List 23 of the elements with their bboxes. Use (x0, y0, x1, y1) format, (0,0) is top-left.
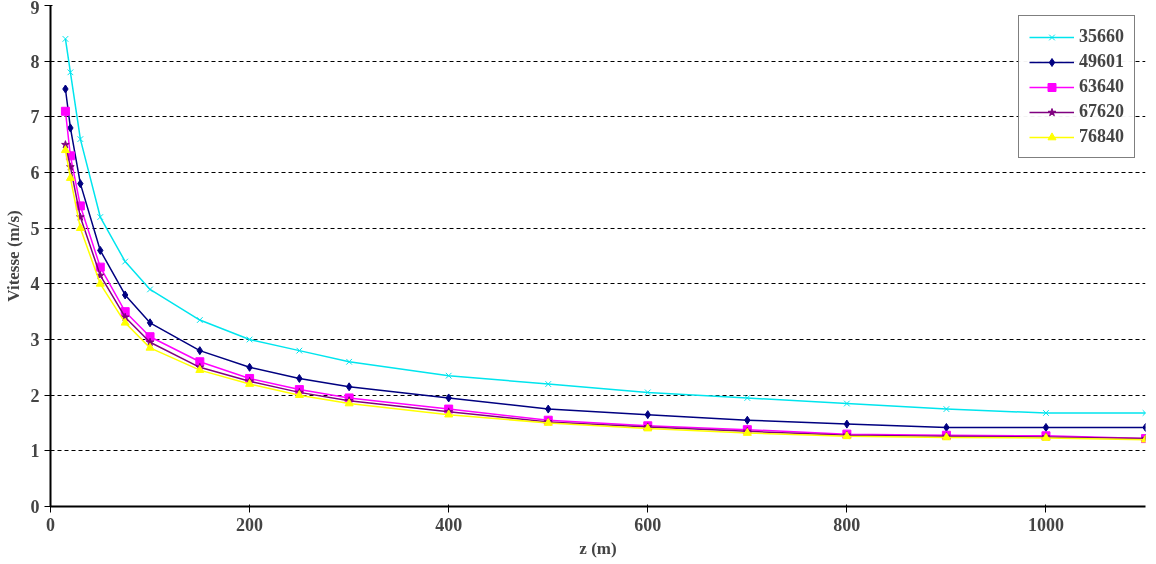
x-tick-label: 200 (236, 514, 264, 535)
legend-label: 67620 (1079, 101, 1124, 122)
x-tick-label: 400 (435, 514, 463, 535)
x-tick-label: 600 (634, 514, 662, 535)
y-tick-label: 4 (30, 274, 40, 295)
x-tick-label: 1000 (1027, 514, 1064, 535)
legend-label: 76840 (1079, 126, 1124, 147)
y-tick-label: 2 (30, 385, 40, 406)
x-tick-label: 800 (833, 514, 861, 535)
y-tick-label: 1 (30, 441, 40, 462)
y-axis-title: Vitesse (m/s) (3, 210, 23, 302)
y-tick-label: 3 (30, 330, 40, 350)
legend-label: 35660 (1079, 26, 1124, 47)
y-tick-label: 8 (30, 51, 40, 72)
y-tick-label: 9 (30, 0, 40, 18)
y-tick-label: 0 (30, 497, 40, 517)
y-tick-label: 7 (30, 107, 40, 128)
legend-label: 49601 (1079, 51, 1124, 72)
x-tick-label: 0 (46, 514, 55, 535)
y-tick-label: 6 (30, 163, 40, 183)
legend-label: 63640 (1079, 76, 1124, 97)
x-axis-title: z (m) (579, 538, 617, 558)
y-tick-label: 5 (30, 218, 40, 239)
